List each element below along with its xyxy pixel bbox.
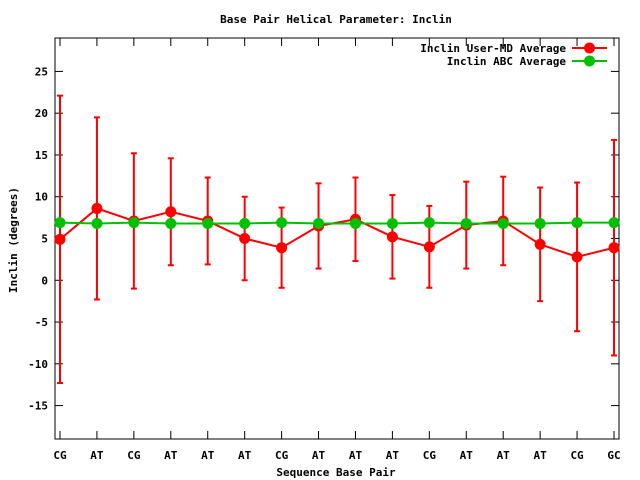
series-layer [54,94,620,385]
x-tick-label: CG [275,449,289,462]
data-point [91,217,103,229]
legend-label: Inclin User-MD Average [420,42,566,55]
series-line [59,207,615,258]
x-tick-label: GC [607,449,620,462]
series-1 [54,94,620,385]
data-point [497,217,509,229]
y-tick-label: 20 [35,107,48,120]
x-tick-label: AT [90,449,104,462]
data-point [54,233,66,245]
data-point [165,206,177,218]
x-tick-label: AT [534,449,548,462]
y-tick-label: 5 [41,233,48,246]
data-point [534,217,546,229]
data-point [460,217,472,229]
data-point [54,217,66,229]
data-point [202,217,214,229]
data-point [239,217,251,229]
data-point [534,238,546,250]
x-tick-label: CG [127,449,141,462]
chart-title: Base Pair Helical Parameter: Inclin [220,13,452,26]
y-axis-label: Inclin (degrees) [7,187,20,293]
data-point [608,217,620,229]
legend-swatch-marker [584,42,595,54]
data-point [165,217,177,229]
x-tick-label: AT [312,449,326,462]
data-point [276,217,288,229]
series-line [59,221,614,225]
data-point [423,217,435,229]
data-point [128,217,140,229]
y-tick-label: -10 [28,358,48,371]
x-tick-label: AT [238,449,252,462]
x-tick-label: CG [570,449,584,462]
data-point [349,217,361,229]
data-point [386,231,398,243]
plot-area [54,37,620,440]
data-point [313,217,325,229]
data-point [608,242,620,254]
data-point [423,241,435,253]
data-point [276,242,288,254]
x-tick-label: AT [460,449,474,462]
y-tick-label: 0 [41,274,48,287]
x-tick-label: AT [386,449,400,462]
legend-label: Inclin ABC Average [447,55,567,68]
legend-swatch-marker [584,55,595,67]
data-point [91,202,103,214]
series-2 [54,217,620,229]
y-tick-label: -15 [28,400,48,413]
y-tick-label: -5 [35,316,48,329]
x-tick-label: CG [423,449,437,462]
x-tick-label: CG [53,449,67,462]
x-axis-label: Sequence Base Pair [276,466,396,479]
data-point [239,233,251,244]
x-tick-label: AT [201,449,215,462]
x-tick-label: AT [349,449,363,462]
x-tick-label: AT [164,449,178,462]
y-tick-label: 25 [35,65,48,78]
data-point [386,217,398,229]
data-point [571,251,583,263]
y-tick-label: 10 [35,191,48,204]
y-tick-label: 15 [35,149,48,162]
x-tick-label: AT [497,449,511,462]
data-point [571,217,583,229]
x-axis-ticks: CG AT CG AT AT AT CG AT AT AT CG AT AT AT CG GC [53,38,621,462]
